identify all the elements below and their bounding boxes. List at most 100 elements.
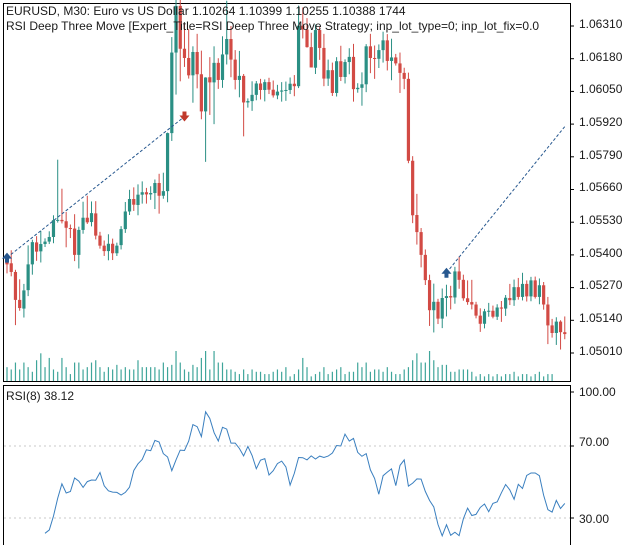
candle-bear bbox=[64, 221, 68, 228]
candle-bull bbox=[364, 46, 368, 85]
candle-bull bbox=[212, 62, 216, 83]
candle-bull bbox=[334, 61, 339, 93]
candle-bear bbox=[318, 30, 322, 48]
candle-bull bbox=[174, 5, 178, 53]
candle-bear bbox=[9, 263, 13, 272]
candle-bull bbox=[360, 84, 364, 88]
candle-bear bbox=[465, 298, 470, 303]
rsi-indicator-label: RSI(8) 38.12 bbox=[6, 389, 75, 403]
candle-bear bbox=[339, 61, 343, 77]
candle-bear bbox=[436, 301, 440, 319]
candle-bear bbox=[233, 59, 237, 80]
price-label: 1.05010 bbox=[579, 344, 623, 358]
candle-bear bbox=[474, 304, 478, 316]
candle-bear bbox=[491, 310, 495, 317]
candle-bear bbox=[271, 89, 275, 96]
candle-bull bbox=[482, 311, 487, 324]
candle-bear bbox=[402, 72, 406, 79]
candle-bull bbox=[284, 89, 288, 91]
candle-bear bbox=[385, 40, 389, 61]
candle-bear bbox=[85, 217, 89, 223]
candle-bull bbox=[280, 90, 284, 92]
candle-bear bbox=[98, 235, 102, 246]
candle-bull bbox=[170, 52, 174, 134]
candle-bear bbox=[322, 47, 326, 79]
candle-bull bbox=[119, 229, 123, 246]
candle-bear bbox=[563, 332, 567, 335]
candle-bear bbox=[406, 78, 411, 161]
candle-bear bbox=[546, 304, 550, 326]
price-label: 1.05920 bbox=[579, 115, 623, 129]
candle-bull bbox=[77, 229, 81, 255]
candle-bull bbox=[487, 310, 491, 312]
candle-bear bbox=[427, 280, 432, 311]
candle-bear bbox=[182, 48, 187, 58]
candle-bull bbox=[347, 56, 351, 63]
candle-bear bbox=[229, 38, 233, 60]
candle-bear bbox=[558, 321, 563, 333]
candle-bear bbox=[330, 70, 334, 93]
candle-bear bbox=[525, 283, 529, 297]
candle-bull bbox=[275, 91, 280, 96]
candle-bull bbox=[263, 82, 267, 90]
candle-bull bbox=[444, 296, 449, 299]
candle-bear bbox=[508, 298, 512, 301]
buy-arrow-icon bbox=[441, 267, 452, 278]
rsi-level-label: 30.00 bbox=[579, 512, 610, 526]
price-label: 1.05270 bbox=[579, 278, 623, 292]
candle-bull bbox=[288, 83, 292, 90]
candle-bull bbox=[529, 280, 533, 297]
candle-bull bbox=[140, 192, 144, 195]
candle-bear bbox=[478, 315, 482, 324]
trend-line bbox=[446, 126, 566, 274]
candle-bull bbox=[26, 264, 30, 291]
candle-bull bbox=[246, 101, 250, 103]
candle-bear bbox=[516, 287, 520, 297]
candle-bull bbox=[47, 236, 51, 242]
price-label: 1.05530 bbox=[579, 213, 623, 227]
candle-bear bbox=[461, 279, 465, 299]
candle-bear bbox=[419, 232, 423, 255]
candle-bull bbox=[237, 75, 242, 80]
candle-bear bbox=[208, 77, 212, 83]
candle-bear bbox=[258, 83, 263, 90]
trend-line bbox=[6, 116, 185, 258]
candle-bull bbox=[30, 242, 34, 265]
candle-bear bbox=[368, 46, 372, 58]
candle-bear bbox=[542, 285, 546, 305]
candle-bear bbox=[144, 192, 149, 195]
candle-bull bbox=[512, 287, 516, 301]
candle-bull bbox=[39, 244, 43, 252]
candle-bear bbox=[34, 242, 39, 252]
candle-bull bbox=[136, 194, 140, 205]
candle-bull bbox=[204, 77, 208, 112]
symbol-title: EURUSD, M30: Euro vs US Dollar 1.10264 1… bbox=[6, 4, 406, 18]
candle-bull bbox=[149, 193, 153, 195]
candle-bull bbox=[225, 38, 229, 55]
candle-bear bbox=[94, 213, 98, 236]
rsi-level-label: 100.00 bbox=[579, 385, 616, 399]
candle-bear bbox=[267, 82, 271, 90]
candle-bear bbox=[195, 52, 199, 75]
price-label: 1.06050 bbox=[579, 82, 623, 96]
candle-bear bbox=[550, 325, 554, 333]
candle-bull bbox=[453, 271, 457, 298]
candle-bull bbox=[326, 70, 330, 79]
sell-arrow-icon bbox=[179, 111, 190, 122]
candle-bull bbox=[51, 220, 56, 237]
candle-bull bbox=[220, 54, 225, 80]
candle-bear bbox=[111, 243, 115, 254]
candle-bull bbox=[440, 298, 444, 319]
candle-bull bbox=[432, 301, 436, 311]
candle-bull bbox=[127, 199, 132, 212]
candle-bull bbox=[520, 283, 525, 297]
candle-bull bbox=[191, 52, 195, 76]
candle-bear bbox=[13, 271, 18, 300]
candle-bull bbox=[495, 307, 499, 317]
candle-bull bbox=[161, 191, 165, 196]
candle-bear bbox=[470, 302, 474, 305]
candle-bull bbox=[296, 25, 301, 87]
candle-bull bbox=[313, 30, 318, 68]
